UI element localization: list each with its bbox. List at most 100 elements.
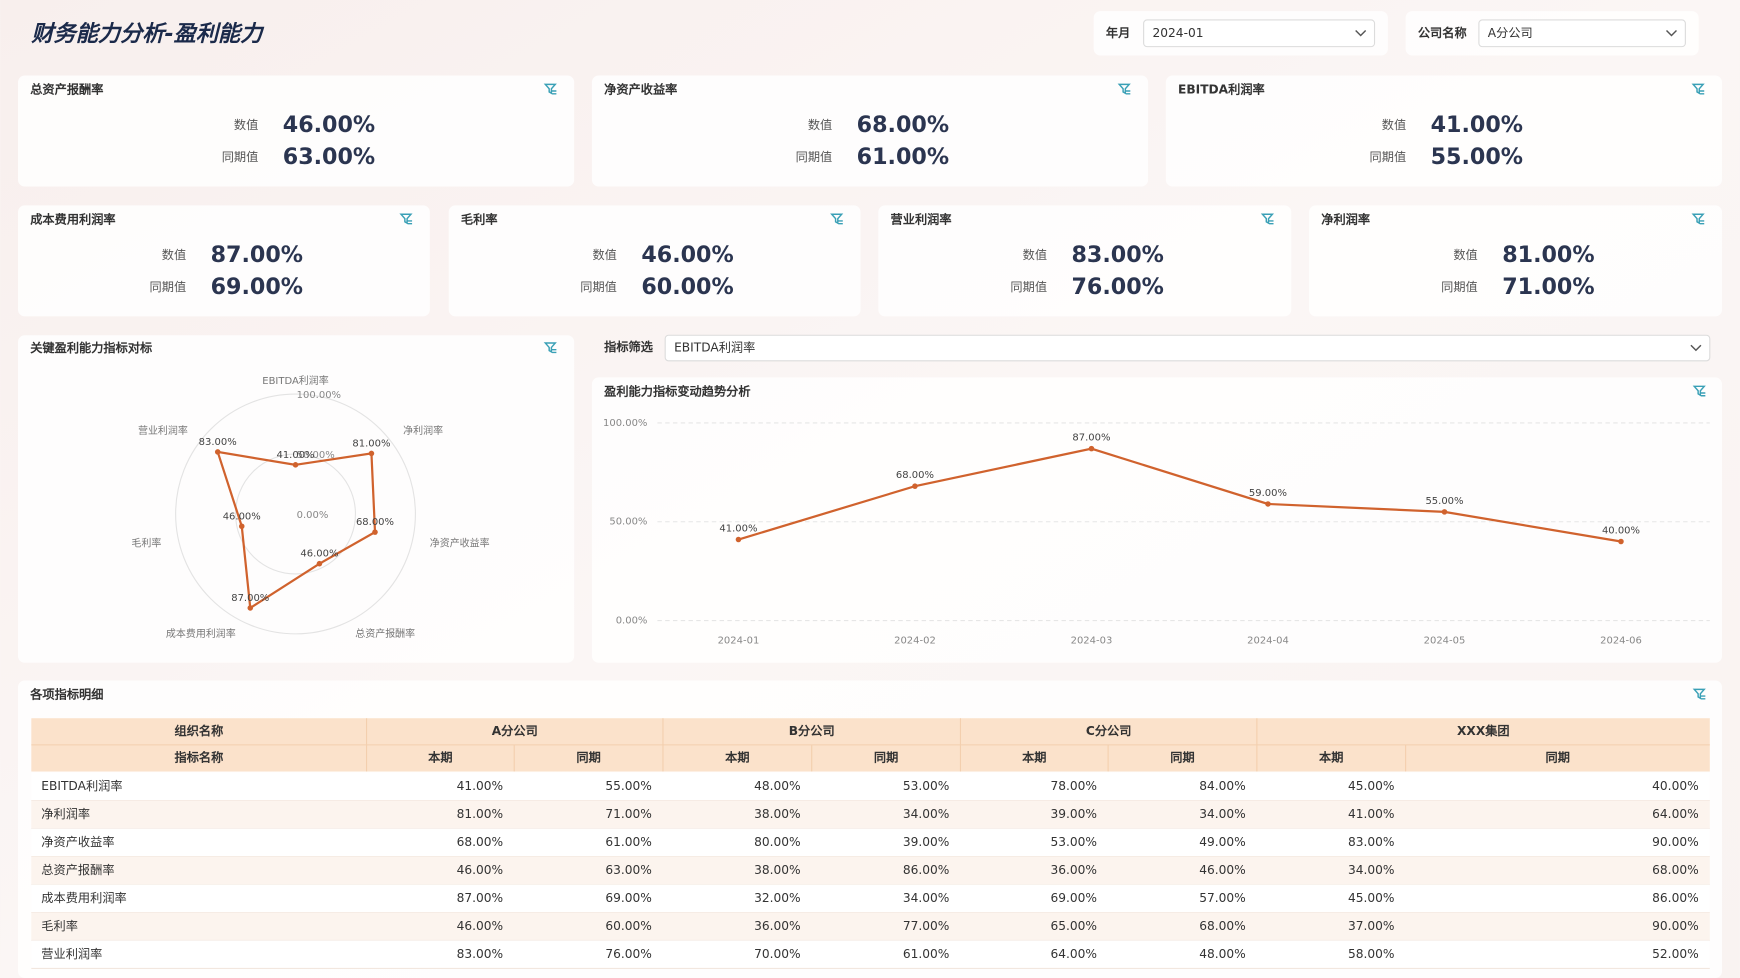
table-column-header: 本期	[1022, 750, 1046, 765]
table-row	[31, 884, 1710, 913]
filter-icon[interactable]	[1692, 688, 1706, 700]
table-cell: 45.00%	[1348, 779, 1395, 793]
table-cell: 46.00%	[457, 863, 504, 877]
radar-point	[316, 560, 323, 567]
data-label: 41.00%	[719, 523, 757, 534]
kpi-value-label: 数值	[1453, 247, 1477, 262]
trend-point	[1088, 445, 1095, 452]
x-tick-label: 2024-02	[894, 636, 936, 647]
dropdown[interactable]	[664, 334, 1711, 362]
kpi-value: 46.00%	[283, 112, 375, 138]
data-label: 40.00%	[1602, 525, 1640, 536]
table-cell: 71.00%	[605, 807, 652, 821]
table-cell: 61.00%	[903, 947, 950, 961]
table-cell: 46.00%	[1199, 863, 1246, 877]
table-cell: 38.00%	[754, 807, 801, 821]
data-label: 87.00%	[231, 593, 269, 604]
kpi-value: 81.00%	[1502, 242, 1594, 268]
kpi-prior-label: 同期值	[1441, 279, 1478, 294]
filter-icon[interactable]	[830, 213, 844, 225]
radar-point	[247, 605, 254, 611]
table-group-header: XXX集团	[1457, 723, 1510, 738]
filter-label: 指标筛选	[604, 339, 654, 354]
table-cell: 53.00%	[1050, 835, 1097, 849]
table-group-header: A分公司	[492, 723, 538, 738]
table-cell: 45.00%	[1348, 891, 1395, 905]
kpi-title: 净资产收益率	[604, 81, 677, 96]
data-label: 81.00%	[352, 438, 390, 449]
table-cell: 40.00%	[1652, 779, 1699, 793]
kpi-prior-label: 同期值	[1010, 279, 1047, 294]
filter-icon[interactable]	[1691, 213, 1705, 225]
radar-point	[292, 462, 299, 468]
card	[1309, 205, 1723, 317]
kpi-title: 毛利率	[461, 211, 498, 226]
table-cell: 58.00%	[1348, 947, 1395, 961]
filter-icon[interactable]	[543, 83, 557, 95]
table-cell: 78.00%	[1050, 779, 1097, 793]
table-cell: 57.00%	[1199, 891, 1246, 905]
table-cell: 83.00%	[1348, 835, 1395, 849]
table-cell: 41.00%	[457, 779, 504, 793]
table-cell: 49.00%	[1199, 835, 1246, 849]
filter-icon[interactable]	[1117, 83, 1131, 95]
card	[17, 75, 575, 187]
filter-icon[interactable]	[543, 342, 557, 354]
table-cell: 60.00%	[605, 919, 652, 933]
trend-point	[1618, 538, 1624, 545]
table-cell: 63.00%	[605, 863, 652, 877]
data-label: 46.00%	[223, 511, 261, 522]
kpi-value: 41.00%	[1431, 112, 1523, 138]
dropdown[interactable]	[1478, 19, 1686, 48]
filter-icon[interactable]	[399, 213, 413, 225]
kpi-title: 成本费用利润率	[30, 211, 115, 226]
table-cell: 营业利润率	[41, 946, 102, 961]
table-cell: 总资产报酬率	[41, 862, 114, 877]
filter-label: 年月	[1106, 25, 1130, 40]
table-row	[31, 856, 1710, 885]
table-column-header: 本期	[725, 750, 749, 765]
kpi-prior: 69.00%	[211, 274, 303, 300]
filter-icon[interactable]	[1260, 213, 1275, 225]
table-cell: 90.00%	[1652, 919, 1699, 933]
kpi-prior-label: 同期值	[222, 149, 259, 164]
radar-point	[368, 450, 375, 457]
page-title: 财务能力分析-盈利能力	[30, 21, 265, 47]
kpi-prior: 76.00%	[1071, 274, 1163, 300]
data-label: 83.00%	[199, 437, 237, 448]
table-row	[31, 772, 1710, 801]
kpi-value: 68.00%	[857, 112, 949, 138]
data-label: 59.00%	[1249, 488, 1287, 499]
table-cell: 48.00%	[754, 779, 801, 793]
kpi-title: 净利润率	[1321, 211, 1370, 226]
card	[17, 335, 575, 663]
card	[1165, 75, 1723, 187]
dropdown-value: A分公司	[1488, 26, 1533, 40]
kpi-value-label: 数值	[592, 247, 616, 262]
dropdown-arrow	[1665, 30, 1677, 37]
radar-tick-label: 50.00%	[297, 450, 335, 461]
card	[591, 377, 1723, 663]
table-group-header: 组织名称	[175, 723, 225, 738]
data-label: 68.00%	[896, 470, 934, 481]
radar-axis-label: 总资产报酬率	[355, 627, 415, 640]
table-cell: 86.00%	[1652, 891, 1699, 905]
table-column-header: 本期	[428, 750, 452, 765]
y-tick-label: 0.00%	[616, 616, 648, 627]
table-cell: 90.00%	[1652, 835, 1699, 849]
table-cell: 53.00%	[903, 779, 950, 793]
table-cell: 70.00%	[754, 947, 801, 961]
card	[448, 205, 861, 317]
filter-icon[interactable]	[1692, 385, 1706, 397]
dropdown-value: 2024-01	[1153, 26, 1204, 40]
trend-point	[912, 483, 918, 489]
dropdown[interactable]	[1143, 19, 1376, 48]
filter-icon[interactable]	[1691, 83, 1705, 95]
table-cell: 76.00%	[605, 947, 652, 961]
data-label: 41.00%	[276, 450, 314, 461]
dropdown-arrow	[1355, 30, 1367, 37]
table-cell: 38.00%	[754, 863, 801, 877]
table-cell: 55.00%	[605, 779, 652, 793]
table-cell: 39.00%	[903, 835, 950, 849]
